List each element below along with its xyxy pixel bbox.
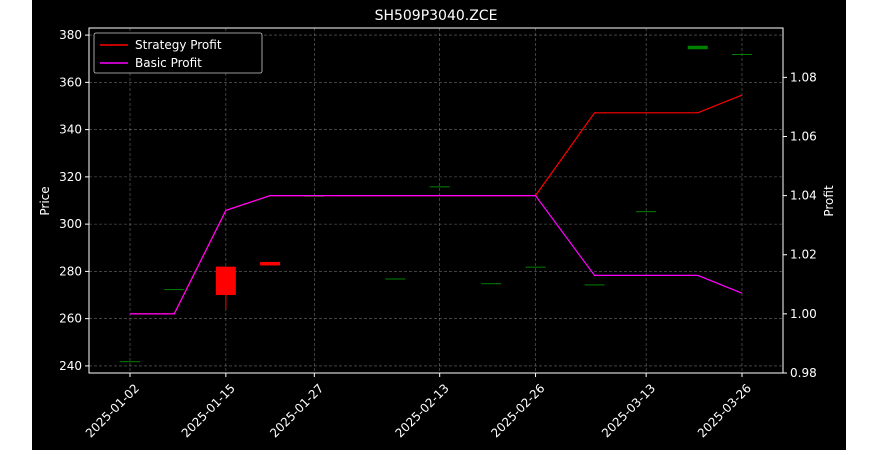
x-tick-label: 2025-01-27 xyxy=(267,381,326,440)
y-left-tick-label: 380 xyxy=(59,28,82,42)
x-tick-label: 2025-01-15 xyxy=(179,381,238,440)
candle-body xyxy=(584,284,605,286)
grid xyxy=(89,28,783,373)
y-left-tick-label: 340 xyxy=(59,123,82,137)
candle-body xyxy=(525,266,546,268)
x-axis: 2025-01-02 2025-01-15 2025-01-27 2025-02-13… xyxy=(83,373,754,440)
chart-figure: SH509P3040.ZCE 2025-01-02 2025-01-15 2025-… xyxy=(32,0,846,450)
legend-box xyxy=(93,32,263,74)
legend-label: Strategy Profit xyxy=(135,38,222,52)
candle-body xyxy=(429,186,450,188)
legend-label: Basic Profit xyxy=(135,56,202,70)
candle-body xyxy=(260,261,281,266)
y-axis-right: 0.98 1.00 1.02 1.04 1.06 1.08 xyxy=(783,70,817,380)
candle-body xyxy=(164,289,185,291)
profit-lines xyxy=(130,94,743,315)
y-right-tick-label: 1.06 xyxy=(790,129,817,143)
legend: Strategy Profit Basic Profit xyxy=(93,32,263,74)
candlestick-profit-chart: SH509P3040.ZCE 2025-01-02 2025-01-15 2025-… xyxy=(38,8,836,440)
y-axis-left: 240 260 280 300 320 340 360 380 xyxy=(59,28,89,373)
y-left-tick-label: 360 xyxy=(59,75,82,89)
candle-body xyxy=(215,266,236,296)
candle-body xyxy=(687,45,708,50)
y-left-tick-label: 280 xyxy=(59,264,82,278)
y-right-tick-label: 1.04 xyxy=(790,189,817,203)
y-left-tick-label: 240 xyxy=(59,359,82,373)
candle-body xyxy=(120,361,140,363)
x-tick-label: 2025-02-13 xyxy=(393,381,452,440)
y-left-tick-label: 300 xyxy=(59,217,82,231)
candle-body xyxy=(732,53,752,55)
candle-body xyxy=(481,283,502,285)
candle-body xyxy=(304,195,325,197)
series-line-basic-profit xyxy=(130,195,743,315)
plot-frame xyxy=(88,27,784,374)
y-axis-left-label: Price xyxy=(38,186,52,215)
y-left-tick-label: 320 xyxy=(59,170,82,184)
x-tick-label: 2025-02-26 xyxy=(488,381,547,440)
candle-body xyxy=(636,211,657,213)
x-tick-label: 2025-01-02 xyxy=(83,381,142,440)
candle-body xyxy=(385,278,406,280)
chart-title: SH509P3040.ZCE xyxy=(375,8,498,24)
candles xyxy=(120,45,752,363)
y-right-tick-label: 1.00 xyxy=(790,307,817,321)
y-axis-right-label: Profit xyxy=(822,185,836,217)
y-right-tick-label: 1.02 xyxy=(790,248,817,262)
y-right-tick-label: 0.98 xyxy=(790,366,817,380)
y-left-tick-label: 260 xyxy=(59,312,82,326)
x-tick-label: 2025-03-26 xyxy=(695,381,754,440)
x-tick-label: 2025-03-13 xyxy=(599,381,658,440)
y-right-tick-label: 1.08 xyxy=(790,70,817,84)
